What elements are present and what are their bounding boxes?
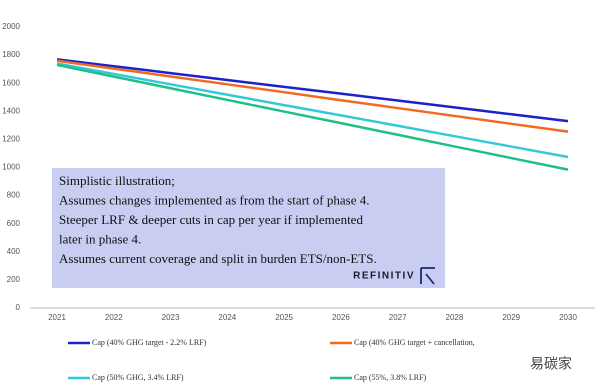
y-tick-label: 0 (16, 303, 21, 312)
annotation-text: Assumes current coverage and split in bu… (59, 251, 377, 266)
x-tick-label: 2027 (389, 313, 407, 322)
series-line (56, 59, 569, 133)
annotation-text: Simplistic illustration; (59, 173, 175, 188)
series-line (56, 58, 569, 123)
x-tick-label: 2021 (48, 313, 66, 322)
y-tick-label: 1400 (2, 106, 20, 115)
y-tick-label: 1200 (2, 135, 20, 144)
series-line (56, 62, 569, 159)
logo-text: REFINITIV (353, 271, 415, 282)
legend-label: Cap (55%, 3.8% LRF) (354, 373, 427, 382)
annotation-text: later in phase 4. (59, 231, 141, 246)
logo-mark (420, 267, 435, 285)
x-tick-label: 2024 (218, 313, 236, 322)
y-tick-label: 400 (7, 247, 21, 256)
legend-label: Cap (40% GHG target + cancellation, (354, 338, 475, 347)
y-tick-label: 2000 (2, 22, 20, 31)
x-tick-label: 2022 (105, 313, 123, 322)
annotation-text: Steeper LRF & deeper cuts in cap per yea… (59, 212, 363, 227)
y-tick-label: 1800 (2, 50, 20, 59)
y-tick-label: 600 (7, 219, 21, 228)
x-tick-label: 2030 (559, 313, 577, 322)
x-tick-label: 2028 (446, 313, 464, 322)
x-tick-label: 2026 (332, 313, 350, 322)
x-tick-label: 2029 (502, 313, 520, 322)
y-tick-label: 1600 (2, 78, 20, 87)
x-tick-label: 2025 (275, 313, 293, 322)
y-tick-label: 1000 (2, 163, 20, 172)
y-tick-label: 200 (7, 275, 21, 284)
legend-label: Cap (50% GHG, 3.4% LRF) (92, 373, 184, 382)
annotation-text: Assumes changes implemented as from the … (59, 192, 369, 207)
x-tick-label: 2023 (162, 313, 180, 322)
series-line (56, 63, 569, 171)
watermark: 易碳家 (530, 356, 572, 372)
legend-label: Cap (40% GHG target - 2.2% LRF) (92, 338, 207, 347)
annotation-box (52, 168, 445, 288)
y-tick-label: 800 (7, 191, 21, 200)
